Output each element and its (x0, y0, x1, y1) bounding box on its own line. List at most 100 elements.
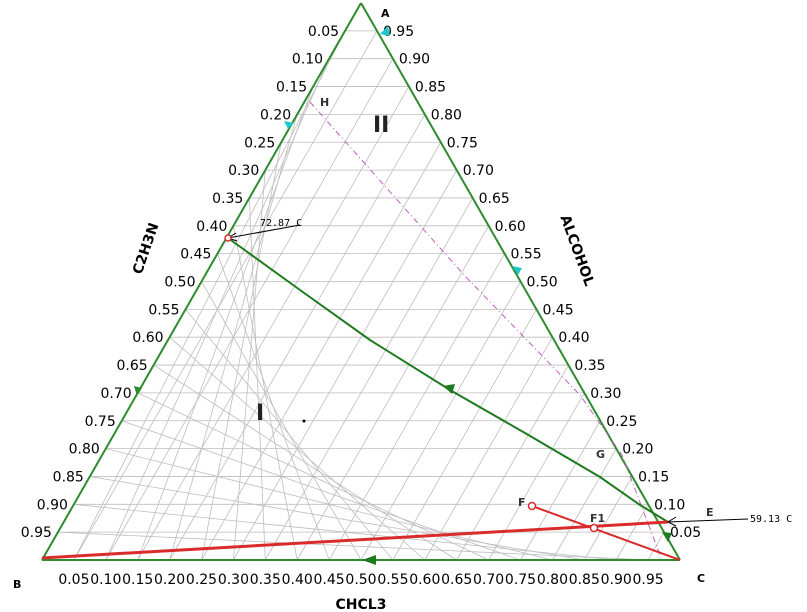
tick-labels: 0.050.100.150.200.250.300.350.400.450.50… (21, 24, 701, 588)
region-label-one: I (256, 401, 264, 426)
grid-line-left-diagonal (153, 364, 457, 561)
tick-label-right: 0.85 (415, 80, 446, 96)
axis-title-left: C2H3N (130, 221, 162, 277)
tick-label-left: 0.45 (180, 247, 211, 263)
tick-label-right: 0.65 (479, 191, 510, 207)
azeotrope-left-marker (224, 234, 232, 242)
grid-line-right-diagonal (201, 142, 442, 561)
point-label-F: F (518, 496, 526, 509)
tick-label-right: 0.40 (558, 330, 589, 346)
tick-label-right: 0.10 (654, 497, 685, 513)
point-F1-marker (589, 523, 599, 533)
arrow-right-edge-up-1 (512, 266, 522, 275)
tick-label-bottom: 0.55 (377, 572, 408, 588)
tick-label-bottom: 0.90 (601, 572, 632, 588)
tick-label-left: 0.05 (308, 24, 339, 40)
tick-label-right: 0.95 (383, 24, 414, 40)
tick-label-right: 0.55 (511, 247, 542, 263)
tick-label-right: 0.05 (670, 525, 701, 541)
distillation-boundary (309, 101, 661, 556)
tick-label-left: 0.65 (116, 358, 147, 374)
tick-label-left: 0.20 (260, 107, 291, 123)
tick-label-left: 0.70 (101, 386, 132, 402)
grid-line-right-diagonal (328, 253, 505, 561)
arrow-left-edge-up (284, 121, 294, 129)
point-F-marker (527, 501, 537, 511)
grid-line-right-diagonal (456, 364, 569, 561)
point-label-F1: F1 (590, 512, 605, 525)
tick-label-right: 0.30 (590, 386, 621, 402)
tick-label-bottom: 0.45 (314, 572, 345, 588)
tick-label-left: 0.25 (244, 135, 275, 151)
tick-label-right: 0.15 (638, 469, 669, 485)
tick-label-right: 0.60 (495, 219, 526, 235)
tick-label-bottom: 0.60 (409, 572, 440, 588)
axis-title-right: ALCOHOL (557, 213, 598, 289)
tick-label-left: 0.50 (164, 275, 195, 291)
tick-label-left: 0.30 (228, 163, 259, 179)
tick-label-bottom: 0.10 (90, 572, 121, 588)
arrow-residue-curve (443, 384, 455, 394)
region-label-two: II (373, 113, 389, 138)
point-center-dot (302, 419, 306, 423)
point-label-G: G (596, 448, 605, 461)
grid-line-right-diagonal (520, 420, 601, 561)
grid-line-right-diagonal (583, 476, 633, 561)
vertex-label-top: A (381, 7, 390, 20)
tick-label-bottom: 0.15 (122, 572, 153, 588)
direction-arrows (134, 26, 672, 565)
point-label-H: H (320, 96, 329, 109)
tick-label-bottom: 0.30 (218, 572, 249, 588)
axis-title-bottom: CHCL3 (336, 597, 387, 612)
edge-left (41, 2, 362, 561)
tick-label-left: 0.35 (212, 191, 243, 207)
grid-line-right-diagonal (424, 337, 553, 561)
tick-label-bottom: 0.25 (186, 572, 217, 588)
grid-line-left-diagonal (201, 281, 362, 561)
tick-label-right: 0.35 (574, 358, 605, 374)
tick-label-left: 0.60 (132, 330, 163, 346)
tick-label-left: 0.75 (85, 414, 116, 430)
tick-label-bottom: 0.85 (569, 572, 600, 588)
grid-line-left-diagonal (73, 503, 617, 561)
tick-label-bottom: 0.70 (473, 572, 504, 588)
grid-line-right-diagonal (552, 448, 617, 561)
vertex-label-right: C (697, 572, 705, 585)
annotation-azeotrope-left: 72.87 C (260, 218, 302, 229)
grid-line-left-diagonal (169, 336, 426, 561)
material-balance-line-B-E (41, 520, 669, 560)
grid-line-left-diagonal (105, 448, 553, 561)
tick-label-bottom: 0.05 (58, 572, 89, 588)
pointer-azeo-right (667, 518, 749, 523)
tick-label-bottom: 0.65 (441, 572, 472, 588)
tick-label-right: 0.80 (431, 107, 462, 123)
arrow-right-edge-up-2 (380, 26, 390, 36)
tick-label-right: 0.45 (542, 302, 573, 318)
tick-label-right: 0.90 (399, 52, 430, 68)
pointer-azeo-right-head (666, 516, 677, 527)
tick-label-left: 0.40 (196, 219, 227, 235)
point-label-E: E (706, 506, 714, 519)
pointer-azeo-left (227, 224, 301, 239)
tick-label-left: 0.15 (276, 80, 307, 96)
tick-label-right: 0.50 (527, 275, 558, 291)
grid-line-right-diagonal (73, 30, 378, 561)
annotation-azeotrope-right: 59.13 C (750, 514, 792, 525)
tick-label-left: 0.85 (53, 469, 84, 485)
material-balance-line-F-C (531, 505, 681, 561)
residue-curve (227, 237, 669, 523)
grid-line-right-diagonal (615, 504, 649, 561)
grid-line-left-diagonal (137, 392, 489, 561)
tick-label-left: 0.55 (148, 302, 179, 318)
tick-label-left: 0.90 (37, 497, 68, 513)
arrow-left-edge-down (134, 386, 142, 396)
tick-label-right: 0.75 (447, 135, 478, 151)
grid-line-right-diagonal (264, 197, 473, 561)
arrow-bottom-edge (362, 555, 376, 565)
tick-label-right: 0.20 (622, 442, 653, 458)
vertex-label-left: B (13, 578, 21, 591)
tick-label-left: 0.80 (69, 442, 100, 458)
grid-line-right-diagonal (392, 309, 537, 561)
tick-label-left: 0.10 (292, 52, 323, 68)
